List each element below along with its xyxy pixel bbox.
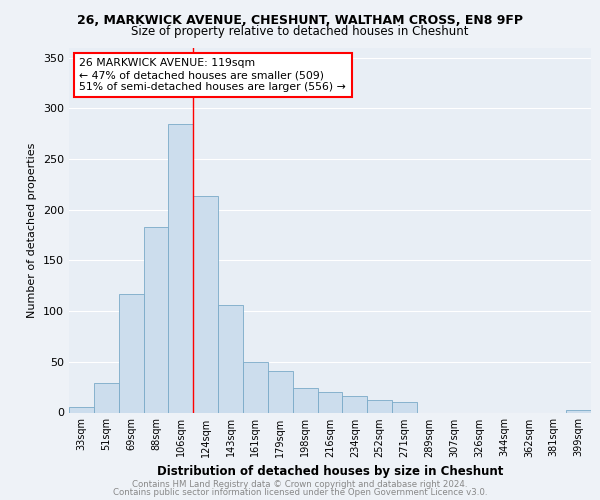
Bar [243,362,268,412]
Bar [193,196,218,412]
Text: 26 MARKWICK AVENUE: 119sqm
← 47% of detached houses are smaller (509)
51% of sem: 26 MARKWICK AVENUE: 119sqm ← 47% of deta… [79,58,346,92]
Bar [367,400,392,412]
Bar [566,410,591,412]
Text: Contains public sector information licensed under the Open Government Licence v3: Contains public sector information licen… [113,488,487,497]
Bar [293,388,317,412]
Bar [119,294,143,412]
Bar [143,227,169,412]
Bar [218,305,243,412]
Text: Contains HM Land Registry data © Crown copyright and database right 2024.: Contains HM Land Registry data © Crown c… [132,480,468,489]
Bar [169,124,193,412]
Bar [317,392,343,412]
Y-axis label: Number of detached properties: Number of detached properties [28,142,37,318]
X-axis label: Distribution of detached houses by size in Cheshunt: Distribution of detached houses by size … [157,465,503,478]
Text: 26, MARKWICK AVENUE, CHESHUNT, WALTHAM CROSS, EN8 9FP: 26, MARKWICK AVENUE, CHESHUNT, WALTHAM C… [77,14,523,27]
Bar [69,408,94,412]
Bar [392,402,417,412]
Bar [94,383,119,412]
Text: Size of property relative to detached houses in Cheshunt: Size of property relative to detached ho… [131,25,469,38]
Bar [343,396,367,412]
Bar [268,371,293,412]
